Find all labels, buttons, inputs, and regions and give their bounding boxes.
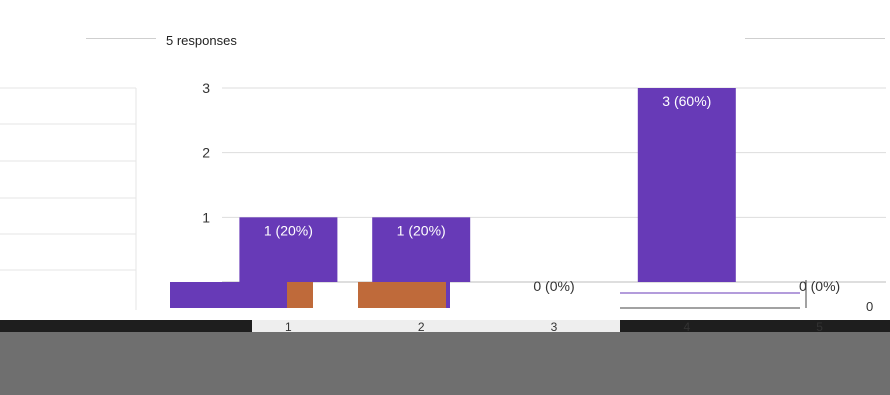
- x-tick-label-5: 5: [816, 320, 823, 334]
- ghost-bar-purple-1: [170, 282, 288, 308]
- x-tick-label-1: 1: [285, 320, 292, 334]
- data-label-4: 3 (60%): [662, 93, 711, 109]
- header-divider-right: [745, 38, 885, 39]
- x-axis-band-gap: [252, 320, 620, 332]
- y-tick-label-1: 1: [202, 209, 210, 225]
- ghost-bar-orange-2: [358, 282, 446, 308]
- bar-2: [372, 217, 471, 282]
- y-tick-label-2: 2: [202, 145, 210, 161]
- response-count: 5 responses: [166, 33, 237, 48]
- data-label-1: 1 (20%): [264, 222, 313, 238]
- header-divider-left: [86, 38, 156, 39]
- ghost-bar-purple-2: [446, 282, 450, 308]
- bottom-grey-area: [0, 332, 890, 395]
- bar-4: [637, 88, 736, 282]
- x-tick-label-3: 3: [551, 320, 558, 334]
- data-label-5: 0 (0%): [799, 278, 840, 294]
- zero-label: 0: [866, 299, 874, 314]
- y-tick-label-3: 3: [202, 80, 210, 96]
- x-tick-label-4: 4: [683, 320, 690, 334]
- data-label-3: 0 (0%): [533, 278, 574, 294]
- data-label-2: 1 (20%): [397, 222, 446, 238]
- question-title-strip: [0, 0, 890, 22]
- ghost-bar-orange-1: [287, 282, 313, 308]
- x-tick-label-2: 2: [418, 320, 425, 334]
- bar-1: [239, 217, 338, 282]
